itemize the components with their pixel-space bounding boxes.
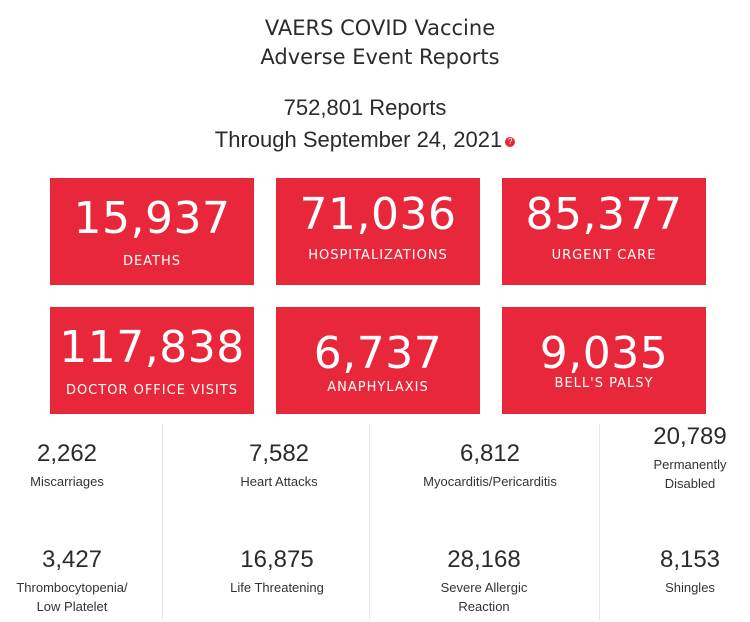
stat-heart-attacks: 7,582 Heart Attacks bbox=[184, 440, 374, 491]
stat-label-line2: Disabled bbox=[664, 476, 716, 491]
stat-card-label: DEATHS bbox=[122, 254, 182, 269]
stat-value: 28,168 bbox=[447, 546, 521, 573]
stat-card-value: 15,937 bbox=[73, 193, 231, 244]
stat-card-value: 85,377 bbox=[525, 189, 683, 240]
stat-label: Life Threatening bbox=[230, 580, 324, 595]
through-date-text: Through September 24, 2021 bbox=[214, 127, 503, 152]
stat-label: Permanently Disabled bbox=[595, 455, 750, 493]
stat-value: 16,875 bbox=[240, 546, 314, 573]
stat-value: 8,153 bbox=[659, 546, 721, 573]
stat-card-anaphylaxis: 6,737 ANAPHYLAXIS bbox=[276, 307, 480, 414]
stat-permanently-disabled: 20,789 Permanently Disabled bbox=[595, 423, 750, 493]
stat-card-hospitalizations: 71,036 HOSPITALIZATIONS bbox=[276, 178, 480, 285]
stat-label-line1: Permanently bbox=[653, 457, 727, 472]
stat-card-value: 6,737 bbox=[313, 328, 443, 379]
stat-label-line2: Reaction bbox=[458, 599, 510, 614]
page-title-line2: Adverse Event Reports bbox=[260, 45, 500, 69]
stat-card-value: 117,838 bbox=[59, 322, 245, 373]
stat-card-label: HOSPITALIZATIONS bbox=[308, 248, 448, 263]
stat-severe-allergic-reaction: 28,168 Severe Allergic Reaction bbox=[389, 546, 579, 616]
stat-label-line1: Severe Allergic bbox=[440, 580, 528, 595]
stat-value: 7,582 bbox=[248, 440, 310, 467]
column-divider bbox=[369, 424, 370, 620]
stat-label: Thrombocytopenia/ Low Platelet bbox=[0, 578, 167, 616]
stat-label: Severe Allergic Reaction bbox=[389, 578, 579, 616]
stat-label-line2: Low Platelet bbox=[36, 599, 108, 614]
stat-label: Myocarditis/Pericarditis bbox=[423, 474, 557, 489]
stat-card-label: DOCTOR OFFICE VISITS bbox=[65, 383, 239, 398]
stat-label: Shingles bbox=[665, 580, 715, 595]
stat-life-threatening: 16,875 Life Threatening bbox=[182, 546, 372, 597]
stat-myocarditis: 6,812 Myocarditis/Pericarditis bbox=[395, 440, 585, 491]
column-divider bbox=[599, 424, 600, 620]
stat-card-deaths: 15,937 DEATHS bbox=[50, 178, 254, 285]
stat-card-label: URGENT CARE bbox=[551, 248, 657, 263]
stat-label-line1: Thrombocytopenia/ bbox=[16, 580, 128, 595]
stat-label: Heart Attacks bbox=[240, 474, 318, 489]
stat-label: Miscarriages bbox=[30, 474, 104, 489]
column-divider bbox=[162, 424, 163, 620]
stat-card-urgent-care: 85,377 URGENT CARE bbox=[502, 178, 706, 285]
help-icon[interactable]: ? bbox=[505, 137, 516, 148]
stat-card-value: 71,036 bbox=[299, 189, 457, 240]
reports-count: 752,801 Reports bbox=[283, 95, 447, 120]
stat-card-label: ANAPHYLAXIS bbox=[327, 380, 429, 395]
stat-value: 20,789 bbox=[653, 423, 727, 450]
stat-value: 3,427 bbox=[41, 546, 103, 573]
stat-shingles: 8,153 Shingles bbox=[595, 546, 750, 597]
page-title-line1: VAERS COVID Vaccine bbox=[264, 16, 496, 40]
stat-miscarriages: 2,262 Miscarriages bbox=[0, 440, 162, 491]
reports-through-date: Through September 24, 2021? bbox=[0, 126, 730, 154]
stat-card-value: 9,035 bbox=[539, 328, 669, 379]
stat-card-label: BELL'S PALSY bbox=[554, 376, 654, 391]
stat-thrombocytopenia: 3,427 Thrombocytopenia/ Low Platelet bbox=[0, 546, 167, 616]
stat-card-doctor-office-visits: 117,838 DOCTOR OFFICE VISITS bbox=[50, 307, 254, 414]
stat-card-bells-palsy: 9,035 BELL'S PALSY bbox=[502, 307, 706, 414]
stat-value: 6,812 bbox=[459, 440, 521, 467]
stat-value: 2,262 bbox=[36, 440, 98, 467]
